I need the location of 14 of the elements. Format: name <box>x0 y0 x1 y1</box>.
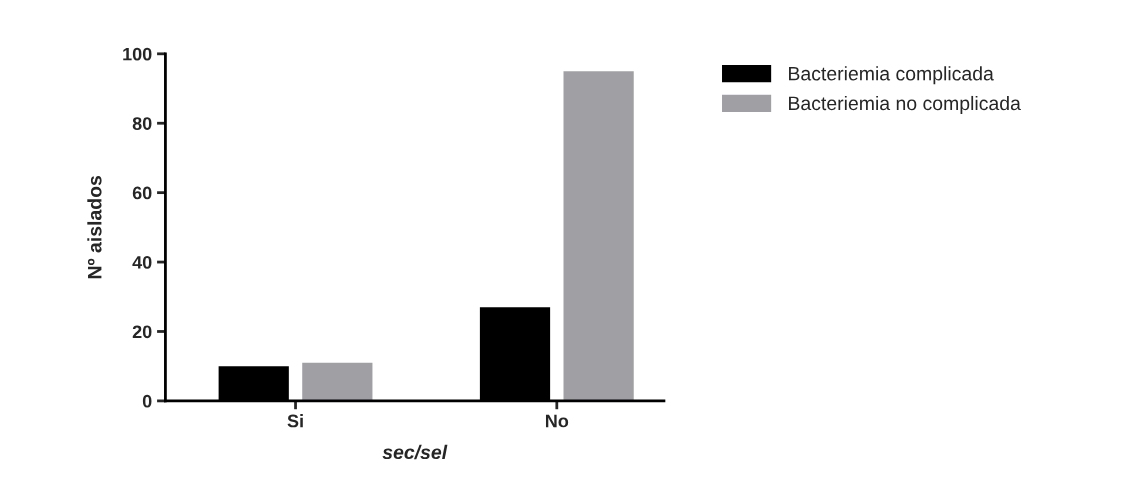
y-tick-label: 40 <box>132 256 152 269</box>
x-tick-label: No <box>545 414 569 428</box>
x-tick-label: Si <box>287 414 303 428</box>
y-axis-title: Nº aislados <box>87 175 102 279</box>
y-tick-label: 20 <box>132 325 152 339</box>
y-tick-label: 100 <box>123 47 152 61</box>
y-tick-label: 80 <box>132 117 152 130</box>
bar <box>563 71 634 401</box>
bar <box>302 362 373 401</box>
x-axis-title: sec/sel <box>382 444 448 460</box>
y-tick-label: 0 <box>142 394 152 408</box>
y-tick-label: 60 <box>132 186 152 200</box>
legend-label: Bacteriemia no complicada <box>789 95 1021 115</box>
legend-label: Bacteriemia complicada <box>789 66 994 85</box>
